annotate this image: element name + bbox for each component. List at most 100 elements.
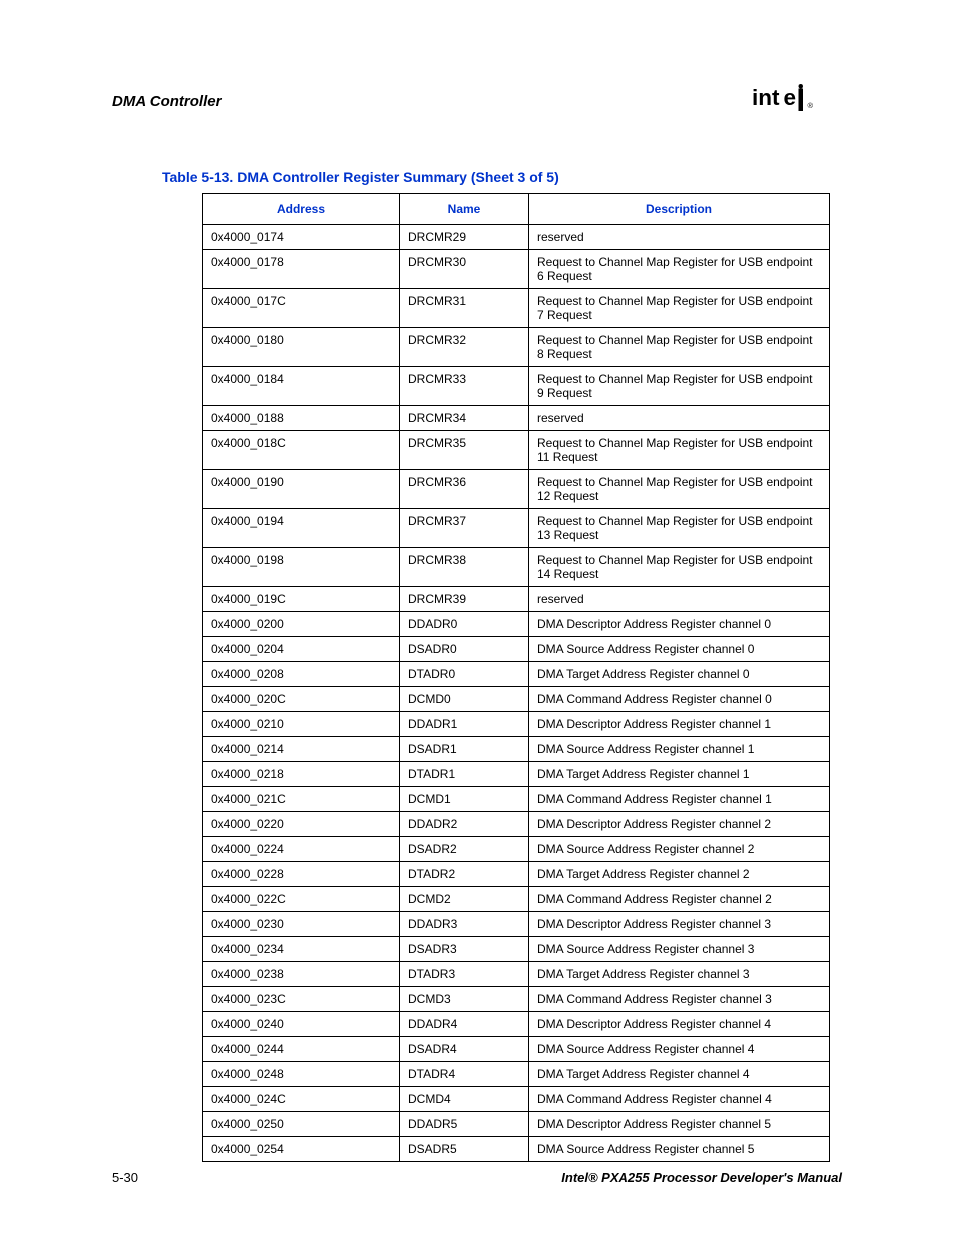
table-row: 0x4000_0194DRCMR37Request to Channel Map…	[203, 509, 830, 548]
cell-description: DMA Descriptor Address Register channel …	[529, 912, 830, 937]
cell-description: DMA Descriptor Address Register channel …	[529, 612, 830, 637]
cell-description: DMA Target Address Register channel 2	[529, 862, 830, 887]
cell-name: DTADR0	[400, 662, 529, 687]
cell-address: 0x4000_0220	[203, 812, 400, 837]
svg-text:int: int	[752, 85, 780, 110]
table-row: 0x4000_0244DSADR4DMA Source Address Regi…	[203, 1037, 830, 1062]
cell-name: DTADR1	[400, 762, 529, 787]
cell-description: DMA Command Address Register channel 0	[529, 687, 830, 712]
cell-description: DMA Descriptor Address Register channel …	[529, 712, 830, 737]
cell-name: DCMD0	[400, 687, 529, 712]
cell-description: DMA Source Address Register channel 5	[529, 1137, 830, 1162]
table-header-row: Address Name Description	[203, 194, 830, 225]
cell-address: 0x4000_0244	[203, 1037, 400, 1062]
table-row: 0x4000_0180DRCMR32Request to Channel Map…	[203, 328, 830, 367]
table-row: 0x4000_0248DTADR4DMA Target Address Regi…	[203, 1062, 830, 1087]
cell-description: Request to Channel Map Register for USB …	[529, 548, 830, 587]
cell-address: 0x4000_0208	[203, 662, 400, 687]
cell-name: DRCMR36	[400, 470, 529, 509]
cell-description: Request to Channel Map Register for USB …	[529, 289, 830, 328]
cell-address: 0x4000_0240	[203, 1012, 400, 1037]
cell-address: 0x4000_0184	[203, 367, 400, 406]
cell-address: 0x4000_0218	[203, 762, 400, 787]
table-row: 0x4000_0250DDADR5DMA Descriptor Address …	[203, 1112, 830, 1137]
cell-name: DSADR2	[400, 837, 529, 862]
table-row: 0x4000_0254DSADR5DMA Source Address Regi…	[203, 1137, 830, 1162]
table-row: 0x4000_020CDCMD0DMA Command Address Regi…	[203, 687, 830, 712]
cell-address: 0x4000_020C	[203, 687, 400, 712]
table-row: 0x4000_021CDCMD1DMA Command Address Regi…	[203, 787, 830, 812]
table-row: 0x4000_0228DTADR2DMA Target Address Regi…	[203, 862, 830, 887]
page-footer: 5-30 Intel® PXA255 Processor Developer's…	[112, 1170, 842, 1185]
cell-address: 0x4000_0194	[203, 509, 400, 548]
cell-description: reserved	[529, 587, 830, 612]
table-row: 0x4000_0188DRCMR34reserved	[203, 406, 830, 431]
cell-description: DMA Source Address Register channel 1	[529, 737, 830, 762]
cell-name: DSADR3	[400, 937, 529, 962]
cell-description: DMA Source Address Register channel 3	[529, 937, 830, 962]
table-row: 0x4000_0174DRCMR29reserved	[203, 225, 830, 250]
cell-address: 0x4000_0238	[203, 962, 400, 987]
table-row: 0x4000_0220DDADR2DMA Descriptor Address …	[203, 812, 830, 837]
table-row: 0x4000_0210DDADR1DMA Descriptor Address …	[203, 712, 830, 737]
cell-description: DMA Source Address Register channel 4	[529, 1037, 830, 1062]
cell-name: DDADR4	[400, 1012, 529, 1037]
table-row: 0x4000_023CDCMD3DMA Command Address Regi…	[203, 987, 830, 1012]
cell-description: DMA Descriptor Address Register channel …	[529, 812, 830, 837]
cell-address: 0x4000_0190	[203, 470, 400, 509]
cell-name: DTADR2	[400, 862, 529, 887]
cell-name: DDADR5	[400, 1112, 529, 1137]
register-summary-table: Address Name Description 0x4000_0174DRCM…	[202, 193, 830, 1162]
table-row: 0x4000_0200DDADR0DMA Descriptor Address …	[203, 612, 830, 637]
cell-description: Request to Channel Map Register for USB …	[529, 328, 830, 367]
table-row: 0x4000_0190DRCMR36Request to Channel Map…	[203, 470, 830, 509]
cell-name: DRCMR38	[400, 548, 529, 587]
cell-name: DRCMR35	[400, 431, 529, 470]
cell-description: Request to Channel Map Register for USB …	[529, 250, 830, 289]
cell-name: DTADR4	[400, 1062, 529, 1087]
table-row: 0x4000_0240DDADR4DMA Descriptor Address …	[203, 1012, 830, 1037]
cell-name: DRCMR31	[400, 289, 529, 328]
cell-name: DDADR2	[400, 812, 529, 837]
cell-description: DMA Descriptor Address Register channel …	[529, 1112, 830, 1137]
cell-address: 0x4000_018C	[203, 431, 400, 470]
cell-name: DDADR1	[400, 712, 529, 737]
cell-description: DMA Command Address Register channel 1	[529, 787, 830, 812]
cell-name: DRCMR39	[400, 587, 529, 612]
cell-name: DCMD2	[400, 887, 529, 912]
cell-name: DCMD1	[400, 787, 529, 812]
cell-address: 0x4000_0188	[203, 406, 400, 431]
cell-description: DMA Source Address Register channel 2	[529, 837, 830, 862]
cell-address: 0x4000_0248	[203, 1062, 400, 1087]
cell-name: DSADR4	[400, 1037, 529, 1062]
cell-name: DSADR5	[400, 1137, 529, 1162]
cell-description: Request to Channel Map Register for USB …	[529, 367, 830, 406]
cell-description: Request to Channel Map Register for USB …	[529, 509, 830, 548]
table-row: 0x4000_0230DDADR3DMA Descriptor Address …	[203, 912, 830, 937]
cell-address: 0x4000_0210	[203, 712, 400, 737]
page: DMA Controller int e ® Table 5-13. DMA C…	[0, 0, 954, 1235]
table-row: 0x4000_0178DRCMR30Request to Channel Map…	[203, 250, 830, 289]
cell-address: 0x4000_0178	[203, 250, 400, 289]
cell-name: DRCMR33	[400, 367, 529, 406]
col-header-description: Description	[529, 194, 830, 225]
cell-name: DRCMR32	[400, 328, 529, 367]
cell-description: DMA Target Address Register channel 1	[529, 762, 830, 787]
cell-name: DCMD4	[400, 1087, 529, 1112]
cell-name: DDADR0	[400, 612, 529, 637]
page-header: DMA Controller int e ®	[112, 84, 842, 119]
cell-name: DSADR1	[400, 737, 529, 762]
cell-address: 0x4000_022C	[203, 887, 400, 912]
cell-name: DTADR3	[400, 962, 529, 987]
cell-address: 0x4000_0250	[203, 1112, 400, 1137]
table-row: 0x4000_0234DSADR3DMA Source Address Regi…	[203, 937, 830, 962]
table-row: 0x4000_0184DRCMR33Request to Channel Map…	[203, 367, 830, 406]
table-row: 0x4000_018CDRCMR35Request to Channel Map…	[203, 431, 830, 470]
cell-address: 0x4000_0228	[203, 862, 400, 887]
table-row: 0x4000_0218DTADR1DMA Target Address Regi…	[203, 762, 830, 787]
cell-description: DMA Target Address Register channel 0	[529, 662, 830, 687]
cell-address: 0x4000_023C	[203, 987, 400, 1012]
cell-description: DMA Command Address Register channel 2	[529, 887, 830, 912]
svg-text:e: e	[784, 85, 797, 110]
col-header-address: Address	[203, 194, 400, 225]
